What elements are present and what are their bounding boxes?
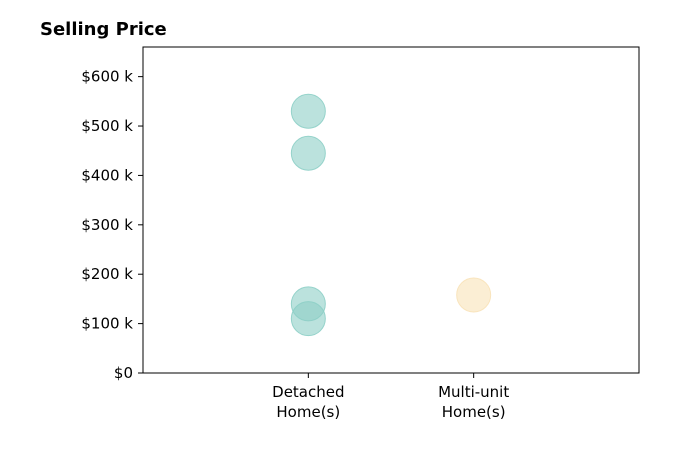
y-tick-label: $200 k <box>81 265 133 283</box>
chart-title: Selling Price <box>40 19 167 40</box>
y-tick-label: $100 k <box>81 315 133 333</box>
plot-area <box>142 46 640 374</box>
x-tick-label: Multi-unit Home(s) <box>438 383 509 421</box>
x-tick-label: Detached Home(s) <box>272 383 344 421</box>
y-axis: $0 $100 k $200 k $300 k $400 k $500 k $600 k <box>81 68 143 382</box>
data-point <box>290 301 326 337</box>
data-point <box>290 93 326 129</box>
y-tick-label: $300 k <box>81 216 133 234</box>
y-tick-label: $600 k <box>81 68 133 86</box>
y-tick-label: $400 k <box>81 166 133 184</box>
data-points <box>290 93 492 337</box>
y-tick-label: $0 <box>114 364 133 382</box>
data-point <box>456 277 492 313</box>
x-axis: Detached Home(s) Multi-unit Home(s) <box>272 373 509 421</box>
data-point <box>290 135 326 171</box>
y-tick-label: $500 k <box>81 117 133 135</box>
